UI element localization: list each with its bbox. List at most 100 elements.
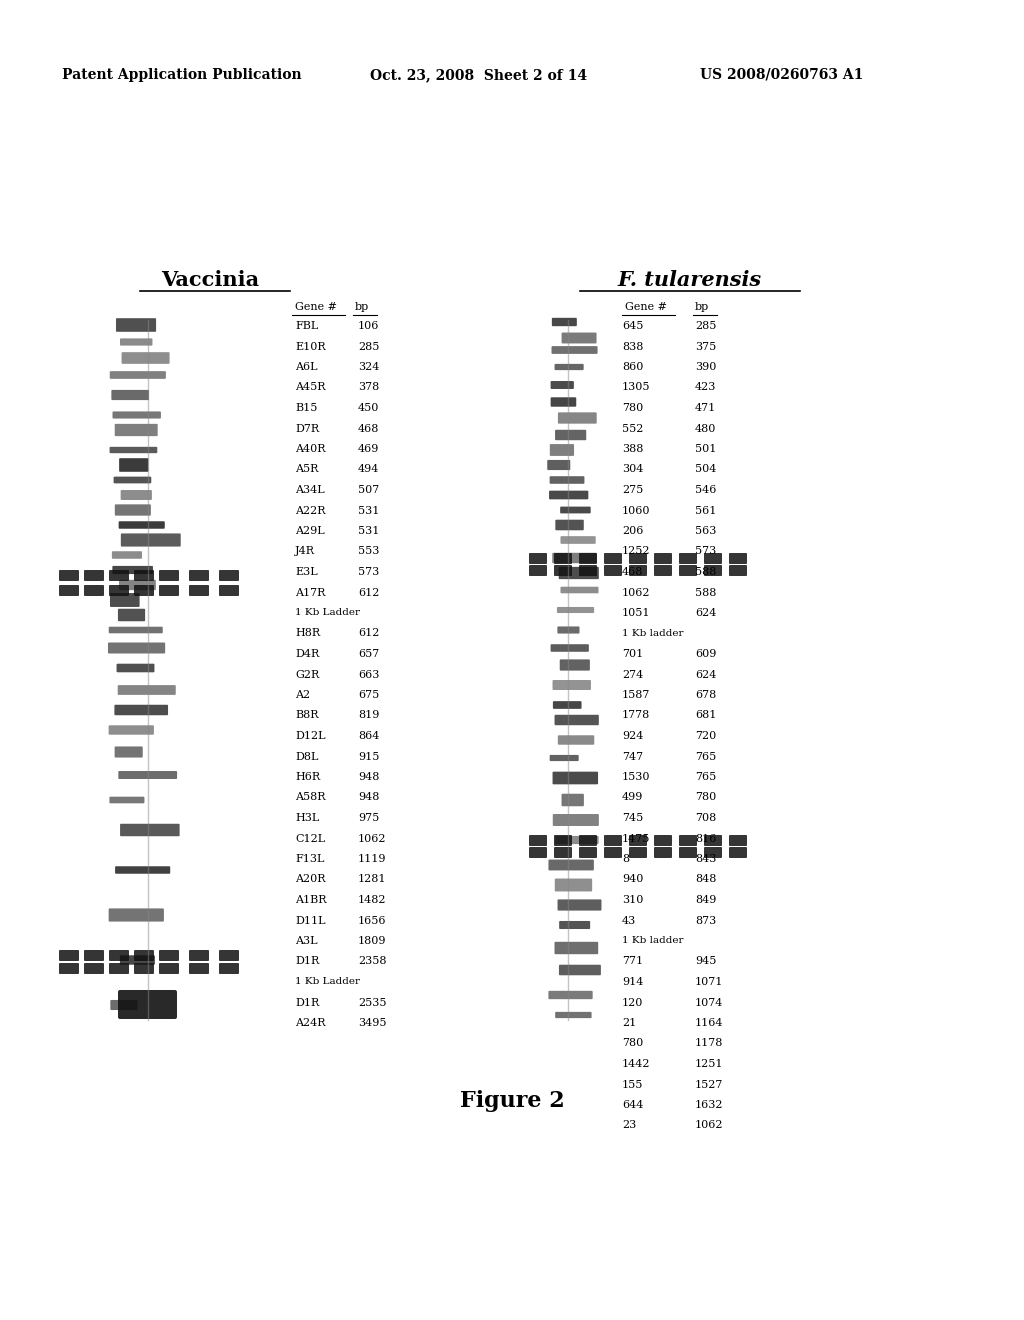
Text: 531: 531 — [358, 525, 379, 536]
FancyBboxPatch shape — [561, 333, 597, 343]
FancyBboxPatch shape — [553, 814, 599, 826]
FancyBboxPatch shape — [604, 847, 622, 858]
Text: 155: 155 — [622, 1080, 643, 1089]
FancyBboxPatch shape — [110, 446, 158, 453]
Text: 864: 864 — [358, 731, 379, 741]
Text: H8R: H8R — [295, 628, 321, 639]
Text: 274: 274 — [622, 669, 643, 680]
FancyBboxPatch shape — [529, 847, 547, 858]
Text: 678: 678 — [695, 690, 716, 700]
Text: A40R: A40R — [295, 444, 326, 454]
Text: D8L: D8L — [295, 751, 318, 762]
FancyBboxPatch shape — [109, 908, 164, 921]
FancyBboxPatch shape — [555, 520, 584, 531]
FancyBboxPatch shape — [561, 793, 584, 807]
Text: 1119: 1119 — [358, 854, 386, 865]
FancyBboxPatch shape — [189, 585, 209, 597]
Text: 561: 561 — [695, 506, 717, 516]
Text: 1251: 1251 — [695, 1059, 724, 1069]
Text: H3L: H3L — [295, 813, 319, 822]
FancyBboxPatch shape — [705, 553, 722, 564]
FancyBboxPatch shape — [114, 477, 152, 483]
FancyBboxPatch shape — [529, 565, 547, 576]
FancyBboxPatch shape — [219, 570, 239, 581]
FancyBboxPatch shape — [555, 879, 592, 891]
Text: G2R: G2R — [295, 669, 319, 680]
Text: 819: 819 — [358, 710, 379, 721]
Text: 745: 745 — [622, 813, 643, 822]
FancyBboxPatch shape — [729, 836, 746, 846]
FancyBboxPatch shape — [84, 570, 104, 581]
FancyBboxPatch shape — [555, 364, 584, 370]
FancyBboxPatch shape — [555, 430, 586, 440]
FancyBboxPatch shape — [119, 579, 156, 590]
Text: A45R: A45R — [295, 383, 326, 392]
Text: A2: A2 — [295, 690, 310, 700]
Text: 324: 324 — [358, 362, 379, 372]
FancyBboxPatch shape — [189, 964, 209, 974]
Text: 624: 624 — [695, 609, 717, 618]
Text: 663: 663 — [358, 669, 379, 680]
Text: bp: bp — [355, 302, 370, 312]
Text: 1281: 1281 — [358, 874, 386, 884]
Text: 23: 23 — [622, 1121, 636, 1130]
FancyBboxPatch shape — [120, 338, 153, 346]
FancyBboxPatch shape — [115, 746, 142, 758]
Text: 780: 780 — [695, 792, 716, 803]
Text: 948: 948 — [358, 772, 379, 781]
Text: 1482: 1482 — [358, 895, 386, 906]
Text: F. tularensis: F. tularensis — [617, 271, 762, 290]
Text: 378: 378 — [358, 383, 379, 392]
Text: 3495: 3495 — [358, 1018, 386, 1028]
FancyBboxPatch shape — [553, 680, 591, 690]
Text: D1R: D1R — [295, 957, 319, 966]
Text: 468: 468 — [622, 568, 643, 577]
Text: 1071: 1071 — [695, 977, 723, 987]
Text: 507: 507 — [358, 484, 379, 495]
Text: 471: 471 — [695, 403, 716, 413]
Text: A34L: A34L — [295, 484, 325, 495]
FancyBboxPatch shape — [604, 836, 622, 846]
FancyBboxPatch shape — [549, 859, 594, 870]
Text: 285: 285 — [358, 342, 379, 351]
Text: 924: 924 — [622, 731, 643, 741]
FancyBboxPatch shape — [629, 836, 647, 846]
Text: 43: 43 — [622, 916, 636, 925]
FancyBboxPatch shape — [705, 847, 722, 858]
FancyBboxPatch shape — [119, 521, 165, 529]
FancyBboxPatch shape — [189, 570, 209, 581]
FancyBboxPatch shape — [560, 507, 591, 513]
FancyBboxPatch shape — [134, 950, 154, 961]
Text: 848: 848 — [695, 874, 717, 884]
FancyBboxPatch shape — [529, 836, 547, 846]
Text: 1 Kb Ladder: 1 Kb Ladder — [295, 977, 360, 986]
FancyBboxPatch shape — [679, 847, 697, 858]
Text: 1062: 1062 — [358, 833, 386, 843]
Text: 552: 552 — [622, 424, 643, 433]
FancyBboxPatch shape — [189, 950, 209, 961]
FancyBboxPatch shape — [560, 536, 596, 544]
FancyBboxPatch shape — [134, 570, 154, 581]
FancyBboxPatch shape — [729, 565, 746, 576]
Text: A29L: A29L — [295, 525, 325, 536]
Text: 708: 708 — [695, 813, 716, 822]
FancyBboxPatch shape — [559, 566, 599, 579]
Text: 390: 390 — [695, 362, 717, 372]
FancyBboxPatch shape — [579, 565, 597, 576]
FancyBboxPatch shape — [654, 836, 672, 846]
Text: B8R: B8R — [295, 710, 318, 721]
Text: 940: 940 — [622, 874, 643, 884]
FancyBboxPatch shape — [549, 991, 593, 999]
FancyBboxPatch shape — [109, 725, 154, 735]
Text: H6R: H6R — [295, 772, 321, 781]
FancyBboxPatch shape — [112, 552, 142, 558]
FancyBboxPatch shape — [550, 477, 585, 484]
Text: A5R: A5R — [295, 465, 318, 474]
Text: A1BR: A1BR — [295, 895, 327, 906]
Text: 843: 843 — [695, 854, 717, 865]
Text: 1062: 1062 — [695, 1121, 724, 1130]
FancyBboxPatch shape — [84, 964, 104, 974]
FancyBboxPatch shape — [554, 836, 572, 846]
Text: Patent Application Publication: Patent Application Publication — [62, 69, 302, 82]
Text: 1178: 1178 — [695, 1039, 723, 1048]
